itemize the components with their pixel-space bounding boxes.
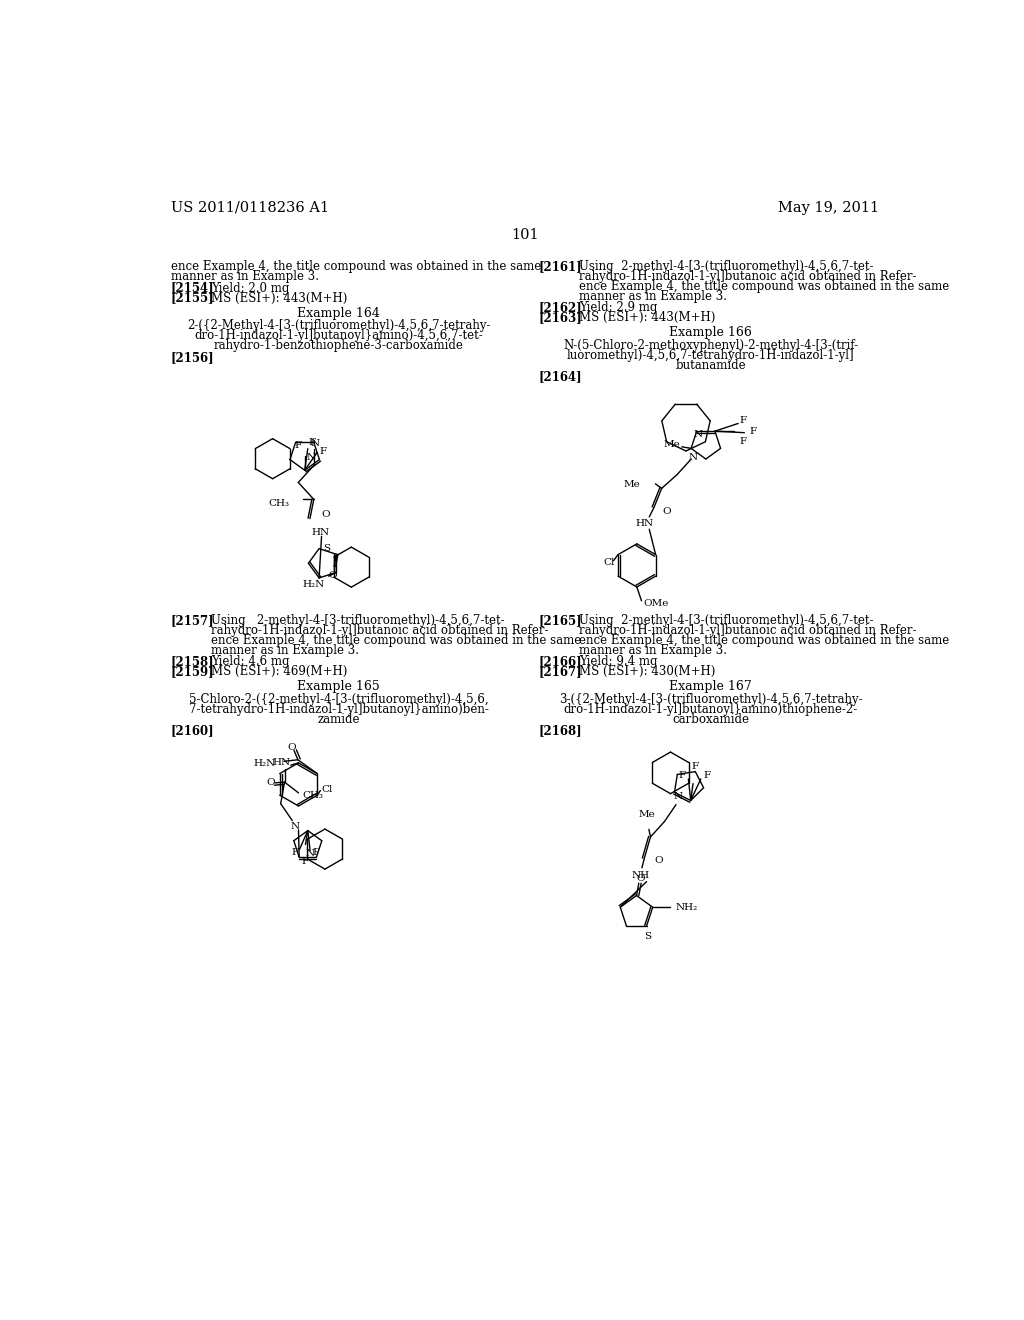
Text: Example 164: Example 164 <box>297 308 380 319</box>
Text: N: N <box>674 792 683 801</box>
Text: S: S <box>644 932 651 941</box>
Text: Example 166: Example 166 <box>670 326 753 339</box>
Text: May 19, 2011: May 19, 2011 <box>778 201 879 215</box>
Text: CH₃: CH₃ <box>268 499 289 508</box>
Text: [2164]: [2164] <box>539 370 583 383</box>
Text: ence Example 4, the title compound was obtained in the same: ence Example 4, the title compound was o… <box>579 635 949 647</box>
Text: O: O <box>329 572 337 581</box>
Text: [2167]: [2167] <box>539 665 583 678</box>
Text: Me: Me <box>638 810 655 820</box>
Text: 2-({2-Methyl-4-[3-(trifluoromethyl)-4,5,6,7-tetrahy-: 2-({2-Methyl-4-[3-(trifluoromethyl)-4,5,… <box>187 319 490 333</box>
Text: ence Example 4, the title compound was obtained in the same: ence Example 4, the title compound was o… <box>171 260 541 273</box>
Text: Example 167: Example 167 <box>670 681 753 693</box>
Text: S: S <box>323 544 330 553</box>
Text: 5-Chloro-2-({2-methyl-4-[3-(trifluoromethyl)-4,5,6,: 5-Chloro-2-({2-methyl-4-[3-(trifluoromet… <box>189 693 488 706</box>
Text: Using  2-methyl-4-[3-(trifluoromethyl)-4,5,6,7-tet-: Using 2-methyl-4-[3-(trifluoromethyl)-4,… <box>579 614 873 627</box>
Text: rahydro-1H-indazol-1-yl]butanoic acid obtained in Refer-: rahydro-1H-indazol-1-yl]butanoic acid ob… <box>579 271 916 282</box>
Text: Yield: 4.6 mg: Yield: 4.6 mg <box>211 655 290 668</box>
Text: F: F <box>749 426 756 436</box>
Text: Cl: Cl <box>322 784 333 793</box>
Text: F: F <box>319 446 327 455</box>
Text: F: F <box>679 771 686 780</box>
Text: [2168]: [2168] <box>539 725 583 738</box>
Text: N: N <box>689 453 698 462</box>
Text: rahydro-1H-indazol-1-yl]butanoic acid obtained in Refer-: rahydro-1H-indazol-1-yl]butanoic acid ob… <box>579 624 916 638</box>
Text: Yield: 2.0 mg: Yield: 2.0 mg <box>211 281 290 294</box>
Text: US 2011/0118236 A1: US 2011/0118236 A1 <box>171 201 329 215</box>
Text: MS (ESI+): 430(M+H): MS (ESI+): 430(M+H) <box>579 665 716 678</box>
Text: 3-({2-Methyl-4-[3-(trifluoromethyl)-4,5,6,7-tetrahy-: 3-({2-Methyl-4-[3-(trifluoromethyl)-4,5,… <box>559 693 862 706</box>
Text: F: F <box>302 857 309 866</box>
Text: 7-tetrahydro-1H-indazol-1-yl]butanoyl}amino)ben-: 7-tetrahydro-1H-indazol-1-yl]butanoyl}am… <box>188 702 488 715</box>
Text: [2161]: [2161] <box>539 260 583 273</box>
Text: F: F <box>295 441 302 450</box>
Text: N-(5-Chloro-2-methoxyphenyl)-2-methyl-4-[3-(trif-: N-(5-Chloro-2-methoxyphenyl)-2-methyl-4-… <box>563 339 858 351</box>
Text: luoromethyl)-4,5,6,7-tetrahydro-1H-indazol-1-yl]: luoromethyl)-4,5,6,7-tetrahydro-1H-indaz… <box>567 348 855 362</box>
Text: MS (ESI+): 443(M+H): MS (ESI+): 443(M+H) <box>579 312 716 323</box>
Text: F: F <box>703 771 711 780</box>
Text: N: N <box>290 822 299 832</box>
Text: Me: Me <box>624 480 641 488</box>
Text: 101: 101 <box>511 227 539 242</box>
Text: rahydro-1H-indazol-1-yl]butanoic acid obtained in Refer-: rahydro-1H-indazol-1-yl]butanoic acid ob… <box>211 624 549 638</box>
Text: F: F <box>739 416 746 425</box>
Text: rahydro-1-benzothiophene-3-carboxamide: rahydro-1-benzothiophene-3-carboxamide <box>214 339 464 352</box>
Text: N: N <box>693 430 702 440</box>
Text: N: N <box>306 849 314 858</box>
Text: Using   2-methyl-4-[3-trifluoromethyl)-4,5,6,7-tet-: Using 2-methyl-4-[3-trifluoromethyl)-4,5… <box>211 614 505 627</box>
Text: Yield: 9.4 mg: Yield: 9.4 mg <box>579 655 657 668</box>
Text: F: F <box>309 438 316 447</box>
Text: ence Example 4, the title compound was obtained in the same: ence Example 4, the title compound was o… <box>211 635 582 647</box>
Text: [2158]: [2158] <box>171 655 214 668</box>
Text: MS (ESI+): 443(M+H): MS (ESI+): 443(M+H) <box>211 292 347 305</box>
Text: F: F <box>691 762 698 771</box>
Text: zamide: zamide <box>317 713 360 726</box>
Text: manner as in Example 3.: manner as in Example 3. <box>211 644 359 657</box>
Text: [2156]: [2156] <box>171 351 214 364</box>
Text: dro-1H-indazol-1-yl]butanoyl}amino)-4,5,6,7-tet-: dro-1H-indazol-1-yl]butanoyl}amino)-4,5,… <box>195 330 483 342</box>
Text: Me: Me <box>664 440 680 449</box>
Text: Using  2-methyl-4-[3-(trifluoromethyl)-4,5,6,7-tet-: Using 2-methyl-4-[3-(trifluoromethyl)-4,… <box>579 260 873 273</box>
Text: manner as in Example 3.: manner as in Example 3. <box>579 644 727 657</box>
Text: F: F <box>312 847 319 857</box>
Text: Example 165: Example 165 <box>297 681 380 693</box>
Text: Yield: 2.9 mg: Yield: 2.9 mg <box>579 301 657 314</box>
Text: O: O <box>654 857 663 866</box>
Text: HN: HN <box>636 519 653 528</box>
Text: carboxamide: carboxamide <box>673 713 750 726</box>
Text: OMe: OMe <box>643 599 669 609</box>
Text: [2154]: [2154] <box>171 281 214 294</box>
Text: [2155]: [2155] <box>171 292 214 305</box>
Text: F: F <box>739 437 746 446</box>
Text: [2157]: [2157] <box>171 614 214 627</box>
Text: [2160]: [2160] <box>171 725 214 738</box>
Text: N: N <box>310 440 319 449</box>
Text: manner as in Example 3.: manner as in Example 3. <box>579 290 727 304</box>
Text: O: O <box>662 507 671 516</box>
Text: O: O <box>636 874 645 883</box>
Text: ence Example 4, the title compound was obtained in the same: ence Example 4, the title compound was o… <box>579 280 949 293</box>
Text: manner as in Example 3.: manner as in Example 3. <box>171 271 318 282</box>
Text: N: N <box>306 453 315 462</box>
Text: NH: NH <box>632 871 649 880</box>
Text: Cl: Cl <box>603 558 614 566</box>
Text: [2165]: [2165] <box>539 614 583 627</box>
Text: O: O <box>322 511 330 519</box>
Text: O: O <box>266 777 274 787</box>
Text: O: O <box>288 743 296 752</box>
Text: [2163]: [2163] <box>539 312 583 323</box>
Text: H₂N: H₂N <box>254 759 276 768</box>
Text: [2166]: [2166] <box>539 655 583 668</box>
Text: NH₂: NH₂ <box>676 903 698 912</box>
Text: H₂N: H₂N <box>302 579 325 589</box>
Text: HN: HN <box>311 528 330 537</box>
Text: CH₃: CH₃ <box>302 791 324 800</box>
Text: F: F <box>291 847 298 857</box>
Text: [2159]: [2159] <box>171 665 214 678</box>
Text: butanamide: butanamide <box>676 359 746 372</box>
Text: [2162]: [2162] <box>539 301 583 314</box>
Text: MS (ESI+): 469(M+H): MS (ESI+): 469(M+H) <box>211 665 347 678</box>
Text: HN: HN <box>272 759 291 767</box>
Text: dro-1H-indazol-1-yl]butanoyl}amino)thiophene-2-: dro-1H-indazol-1-yl]butanoyl}amino)thiop… <box>563 702 858 715</box>
